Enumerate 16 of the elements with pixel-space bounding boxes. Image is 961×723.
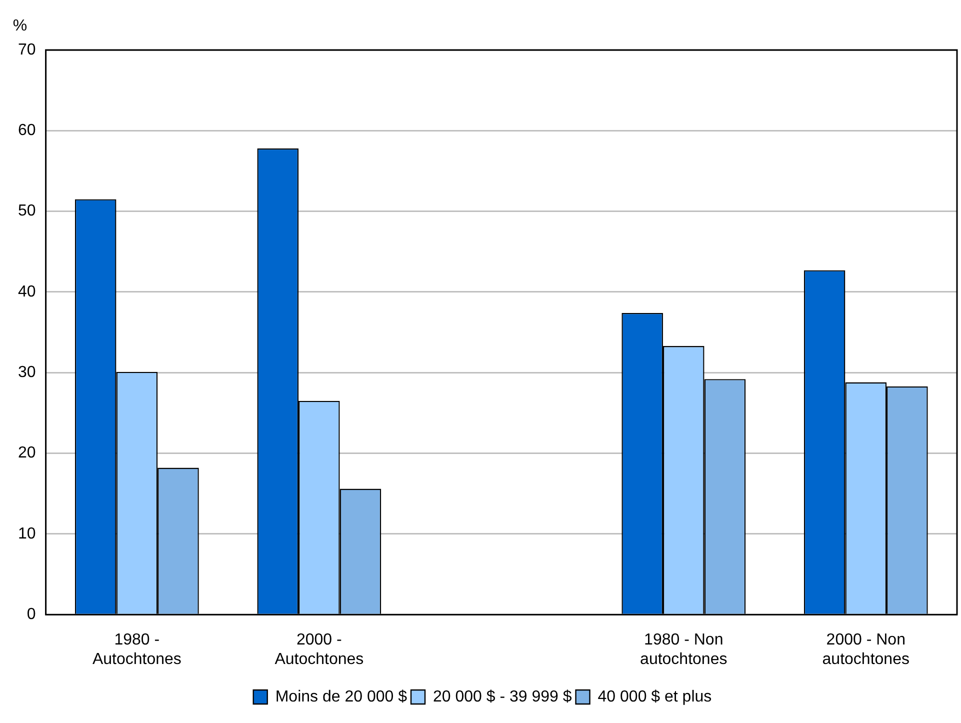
y-tick-label: 0 xyxy=(26,606,36,624)
x-tick-label: 2000 - Autochtones xyxy=(274,632,364,668)
legend-label: 20 000 $ - 39 999 $ xyxy=(433,688,572,706)
x-tick-label: 1980 - Autochtones xyxy=(92,632,182,668)
y-tick-label: 30 xyxy=(18,364,36,382)
y-tick-label: 20 xyxy=(18,444,36,462)
x-tick-label: 2000 - Non autochtones xyxy=(822,632,910,668)
y-tick-label: 60 xyxy=(18,122,36,140)
legend-label: 40 000 $ et plus xyxy=(598,688,712,706)
y-tick-label: 40 xyxy=(18,283,36,300)
x-tick-label: 1980 - Non autochtones xyxy=(640,632,728,668)
y-tick-label: 10 xyxy=(18,525,36,542)
y-tick-label: 70 xyxy=(18,41,36,58)
legend-label: Moins de 20 000 $ xyxy=(275,688,408,706)
y-axis-title: % xyxy=(12,17,28,34)
y-tick-label: 50 xyxy=(18,202,36,220)
